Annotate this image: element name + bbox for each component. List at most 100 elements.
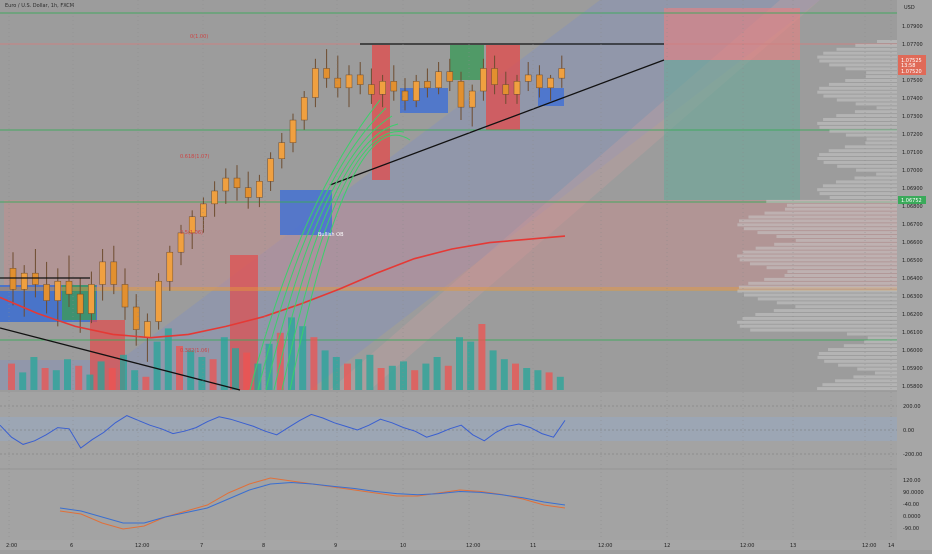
ob-red-1 [90, 320, 125, 390]
volume-bar [176, 346, 183, 390]
volume-profile-bar [748, 281, 897, 285]
candle-body [267, 158, 274, 182]
volume-profile-bar [866, 137, 897, 141]
volume-profile-bar [757, 297, 897, 301]
candle-body [144, 321, 151, 338]
volume-profile-bar [742, 316, 897, 320]
price-tick-label: 1.07200 [902, 132, 923, 138]
candle-body [536, 74, 543, 89]
trend-line-rising [329, 59, 665, 186]
volume-profile-bar [737, 320, 897, 324]
volume-bar [478, 324, 486, 390]
volume-bar [86, 374, 94, 390]
candle-body [188, 216, 196, 234]
volume-profile-bar [829, 196, 897, 199]
volume-bar [97, 361, 105, 390]
price-tick-label: 1.07100 [902, 150, 923, 156]
volume-profile-bar [776, 301, 897, 305]
volume-bar [232, 348, 239, 390]
price-tick-label: 1.07300 [902, 114, 923, 120]
price-tick-label: 1.06000 [902, 348, 923, 354]
candle-body [468, 90, 476, 108]
volume-profile-bar [828, 149, 897, 153]
moving-average-line [0, 235, 566, 339]
candle-body [446, 71, 454, 82]
candle-body [177, 232, 185, 253]
volume-profile-bar [738, 285, 897, 289]
volume-profile-bar [835, 379, 897, 383]
volume-profile-bar [748, 215, 897, 219]
volume-profile-bar [819, 153, 897, 157]
volume-bar [288, 317, 295, 390]
fan-line [281, 131, 405, 391]
ob-blue-1 [280, 190, 332, 235]
volume-bar [75, 365, 83, 390]
volume-bar [545, 372, 553, 390]
volume-profile-bar [737, 289, 897, 293]
price-tick-label: 1.07700 [902, 42, 923, 48]
volume-bar [30, 357, 38, 390]
osc-tick-label: 90.0000 [903, 490, 924, 496]
time-tick-label: 12:00 [598, 543, 612, 549]
volume-bar [366, 354, 374, 390]
candle-body [390, 81, 398, 92]
volume-profile-bar [784, 207, 897, 211]
candle-body [166, 251, 174, 282]
candle-body [547, 77, 554, 89]
volume-profile-bar [823, 51, 897, 55]
time-tick-label: 12:00 [135, 543, 149, 549]
osc-tick-label: 0.0000 [903, 514, 921, 520]
volume-profile-bar [776, 235, 897, 238]
fib-label: 0.618(1.07) [180, 154, 209, 160]
volume-bar [19, 372, 27, 390]
fan-line [257, 107, 387, 391]
candle-body [32, 272, 39, 285]
trend-line-left [0, 327, 241, 391]
volume-bar [64, 359, 71, 390]
cci-tick-label: 0.00 [903, 428, 914, 434]
volume-profile-bar [843, 344, 897, 348]
regression-channel-upper [0, 0, 820, 390]
volume-profile-bar [865, 75, 897, 79]
time-tick-label: 12:00 [466, 543, 480, 549]
time-tick-label: 12 [664, 543, 670, 549]
volume-profile-bar [823, 160, 897, 164]
volume-profile-bar [773, 309, 897, 313]
volume-profile-bar [787, 270, 897, 274]
price-tick-label: 1.06600 [902, 240, 923, 246]
price-tick-label: 1.06400 [902, 276, 923, 282]
price-tick-label: 1.06700 [902, 222, 923, 228]
volume-profile-bar [855, 102, 897, 106]
volume-profile-bar [855, 43, 897, 47]
volume-bar [209, 359, 217, 390]
bid-price-text: 1.07520 [901, 69, 922, 75]
volume-profile-bar [764, 211, 897, 215]
candle-body [99, 261, 106, 285]
volume-bar [108, 368, 116, 390]
cci-line [0, 413, 566, 449]
volume-bar [523, 368, 531, 390]
volume-bar [467, 341, 475, 390]
volume-profile-bar [823, 118, 897, 121]
volume-profile-bar [817, 121, 897, 125]
volume-profile-bar [857, 367, 897, 371]
volume-profile-bar [865, 141, 897, 145]
volume-profile-bar [876, 106, 897, 110]
price-tick-label: 1.06800 [902, 204, 923, 210]
volume-profile-bar [835, 180, 897, 184]
volume-profile-bar [817, 387, 897, 391]
time-tick-label: 2:00 [6, 543, 17, 549]
volume-profile-bar [819, 192, 897, 196]
osc-tick-label: -40.00 [903, 502, 919, 508]
volume-profile-bar [837, 164, 897, 168]
volume-profile-bar [866, 71, 897, 75]
volume-bar [198, 357, 206, 390]
price-tick-label: 1.06900 [902, 186, 923, 192]
fib-label: 0(1.00) [190, 34, 208, 40]
volume-bar [120, 354, 127, 390]
osc-panel [0, 470, 897, 540]
candle-body [300, 97, 308, 121]
candle-body [412, 81, 420, 101]
candle-body [222, 177, 230, 192]
